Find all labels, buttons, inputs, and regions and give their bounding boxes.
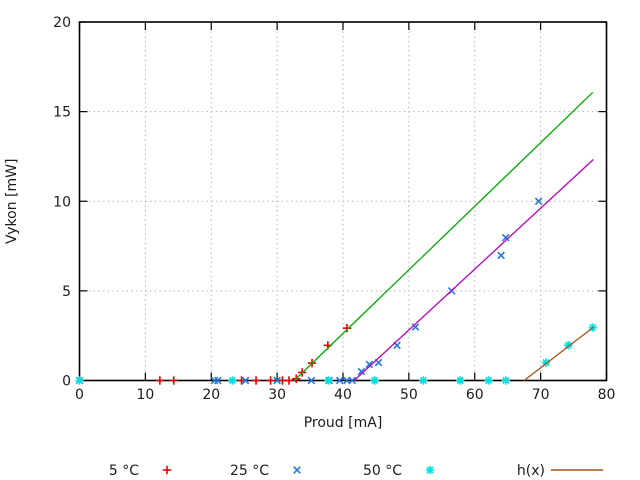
x-tick-label: 40: [334, 387, 352, 403]
data-point-s50: [502, 376, 510, 385]
data-point-s50: [324, 376, 333, 385]
data-point-s25: [374, 358, 383, 367]
data-point-s25: [357, 367, 366, 376]
x-tick-label: 50: [400, 387, 418, 403]
legend-label: h(x): [517, 463, 545, 479]
x-tick-label: 70: [532, 387, 550, 403]
x-tick-label: 20: [202, 387, 220, 403]
data-point-s25: [365, 360, 374, 369]
series-s5: [155, 323, 352, 385]
data-point-s25: [411, 323, 420, 331]
data-point-s25: [534, 197, 543, 206]
data-point-s50: [419, 376, 427, 385]
data-point-s25: [307, 376, 316, 385]
x-tick-label: 0: [75, 387, 84, 403]
data-point-s25: [335, 376, 344, 385]
legend-entry-s50: 50 °C: [363, 463, 435, 479]
fit-line-h: [523, 326, 594, 382]
y-tick-label: 10: [53, 194, 71, 210]
x-tick-label: 10: [136, 387, 154, 403]
data-point-s50: [564, 341, 572, 349]
legend-entry-h: h(x): [517, 463, 603, 479]
x-tick-label: 80: [598, 387, 616, 403]
data-point-s25: [213, 376, 222, 385]
legend-label: 50 °C: [363, 463, 402, 479]
x-tick-label: 30: [268, 387, 286, 403]
data-point-s25: [273, 376, 281, 385]
data-point-s50: [456, 376, 464, 385]
data-point-s25: [393, 341, 401, 350]
y-tick-label: 15: [53, 105, 71, 121]
legend-entry-s5: 5 °C: [109, 463, 172, 479]
x-axis-label: Proud [mA]: [304, 415, 383, 431]
y-tick-label: 5: [62, 284, 71, 300]
y-tick-label: 20: [53, 15, 71, 31]
data-point-s50: [484, 376, 493, 385]
plot-area: [75, 91, 597, 385]
y-tick-label: 0: [62, 374, 71, 390]
fit-line-fit25: [353, 159, 594, 381]
legend-label: 5 °C: [109, 463, 139, 479]
x-tick-label: 60: [466, 387, 484, 403]
y-axis-label: Vykon [mW]: [4, 159, 20, 244]
series-s50: [75, 323, 597, 385]
legend-marker: [426, 466, 434, 474]
data-point-s25: [241, 376, 250, 385]
data-point-s50: [228, 376, 236, 385]
fit-line-fit5: [293, 91, 594, 381]
data-point-s25: [348, 376, 357, 385]
data-point-s25: [497, 251, 505, 260]
legend-entry-s25: 25 °C: [230, 463, 301, 479]
data-point-s50: [371, 376, 379, 385]
data-point-s50: [75, 376, 84, 385]
legend-label: 25 °C: [230, 463, 269, 479]
legend-marker: [293, 466, 301, 474]
data-point-s25: [501, 233, 510, 242]
